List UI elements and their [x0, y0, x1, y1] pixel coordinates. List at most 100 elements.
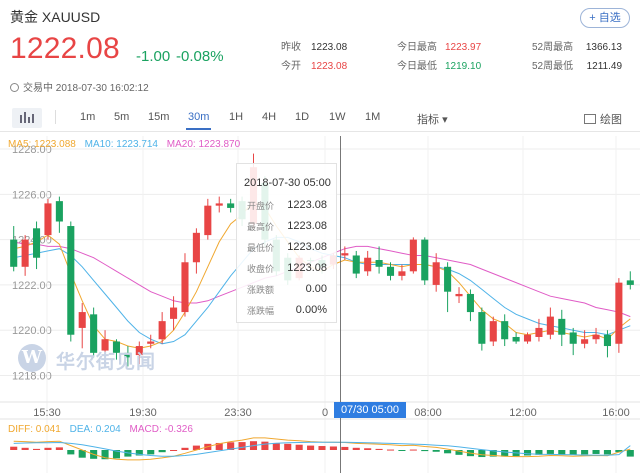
- x-tick-label: 15:30: [33, 407, 61, 419]
- candle-body: [227, 203, 235, 208]
- candle-body: [204, 205, 212, 236]
- x-tick-label: 16:00: [602, 407, 630, 419]
- candle-body: [523, 334, 532, 342]
- macd-bar: [284, 443, 292, 450]
- macd-bar: [626, 450, 634, 457]
- period-tab-1m[interactable]: 1m: [80, 111, 96, 123]
- period-tab-4h[interactable]: 4H: [262, 111, 277, 123]
- macd-bar: [501, 450, 509, 457]
- stat-label: 昨收: [281, 42, 301, 53]
- trading-status: 交易中 2018-07-30 16:02:12: [10, 79, 149, 94]
- macd-bar: [615, 450, 623, 453]
- indicators-dropdown[interactable]: 指标 ▾: [417, 111, 448, 127]
- candle-body: [55, 201, 63, 222]
- candle-body: [364, 257, 372, 272]
- period-tab-15m[interactable]: 15m: [148, 111, 170, 123]
- watermark-logo: W: [18, 344, 46, 372]
- macd-bar: [409, 449, 417, 451]
- instrument-title: 黄金 XAUUSD: [10, 9, 101, 25]
- tooltip-label: 最低价: [247, 243, 275, 253]
- period-tab-1h[interactable]: 1H: [229, 111, 244, 123]
- macd-bar: [421, 450, 429, 452]
- ma10-legend: MA10: 1223.714: [84, 139, 158, 150]
- candle-body: [21, 239, 29, 267]
- candle-body: [124, 352, 132, 358]
- macd-bar: [603, 450, 611, 455]
- watermark-text: 华尔街见闻: [56, 352, 157, 373]
- candle-body: [386, 266, 395, 276]
- dea-line: [13, 441, 631, 457]
- macd-bar: [329, 446, 337, 450]
- macd-bar: [55, 447, 63, 450]
- tooltip-value: 0.00%: [295, 304, 327, 316]
- macd-bar: [238, 442, 246, 450]
- candle-body: [466, 293, 474, 313]
- macd-bar: [181, 447, 189, 450]
- tooltip-value: 1223.08: [287, 262, 327, 274]
- stats-column-3: 52周最高 1366.13 52周最低 1211.49: [532, 38, 622, 76]
- candle-body: [215, 203, 223, 206]
- x-tick-label: 08:00: [414, 407, 442, 419]
- ohlc-tooltip: 2018-07-30 05:00 开盘价 1223.08 最高价 1223.08 最低价…: [236, 163, 337, 323]
- macd-bar: [192, 445, 200, 450]
- period-tab-1m[interactable]: 1M: [365, 111, 381, 123]
- candle-body: [478, 312, 486, 344]
- candle-body: [147, 341, 155, 344]
- tooltip-label: 涨跌幅: [247, 306, 275, 316]
- stat-label: 52周最低: [532, 61, 574, 72]
- clock-icon: [10, 83, 19, 92]
- macd-bar: [444, 450, 452, 454]
- tooltip-row: 开盘价 1223.08: [247, 199, 327, 213]
- tooltip-label: 开盘价: [247, 201, 275, 211]
- candle-body: [375, 260, 383, 267]
- macd-bar: [592, 450, 600, 454]
- period-tab-1w[interactable]: 1W: [329, 111, 346, 123]
- chart-toolbar: 1m 5m 15m 30m 1H 4H 1D 1W 1M 指标 ▾ 绘图: [0, 104, 640, 132]
- candle-body: [558, 318, 566, 335]
- ma5-legend: MA5: 1223.088: [8, 139, 76, 150]
- period-tab-1d[interactable]: 1D: [295, 111, 310, 123]
- stat-value: 1223.08: [311, 61, 348, 72]
- candle-body: [603, 334, 611, 347]
- candle-body: [352, 255, 360, 274]
- candlestick-type-icon[interactable]: [12, 108, 42, 128]
- candle-body: [581, 339, 589, 344]
- stat-label: 今日最高: [397, 42, 437, 53]
- indicators-label: 指标: [417, 114, 439, 126]
- macd-bar: [398, 450, 406, 451]
- price-change: -1.00: [136, 48, 171, 65]
- stats-column-1: 昨收 1223.08 今开 1223.08: [281, 38, 347, 76]
- draw-label: 绘图: [600, 114, 622, 126]
- macd-bar: [523, 450, 532, 456]
- period-tab-30m[interactable]: 30m: [185, 111, 212, 130]
- macd-bar: [569, 450, 577, 455]
- macd-bar: [375, 448, 383, 450]
- macd-bar: [272, 442, 280, 450]
- tooltip-label: 收盘价: [247, 264, 275, 274]
- draw-tool-button[interactable]: 绘图: [584, 111, 622, 127]
- candle-body: [535, 327, 543, 337]
- stat-day-low: 今日最低 1219.10: [397, 57, 481, 76]
- ma20-legend: MA20: 1223.870: [166, 139, 241, 150]
- dea-legend: DEA: 0.204: [69, 424, 121, 435]
- candle-body: [44, 203, 52, 236]
- price-change-percent: -0.08%: [176, 48, 224, 65]
- period-tab-5m[interactable]: 5m: [114, 111, 130, 123]
- candle-body: [512, 336, 520, 342]
- macd-bar: [147, 450, 155, 455]
- candle-body: [489, 321, 497, 342]
- macd-bar: [44, 447, 52, 450]
- macd-bar: [227, 442, 235, 450]
- y-tick-label: 1220.00: [12, 325, 52, 337]
- tooltip-row: 最高价 1223.08: [247, 220, 327, 234]
- macd-bar: [386, 449, 395, 451]
- candle-body: [90, 314, 98, 353]
- x-tick-label: 0: [322, 407, 328, 419]
- candle-body: [181, 262, 189, 313]
- add-watchlist-button[interactable]: + 自选: [580, 8, 630, 28]
- macd-bar: [170, 450, 178, 451]
- crosshair-time-label: 07/30 05:00: [334, 402, 406, 418]
- draw-icon: [584, 114, 596, 124]
- macd-bar: [352, 447, 360, 450]
- tooltip-value: 1223.08: [287, 241, 327, 253]
